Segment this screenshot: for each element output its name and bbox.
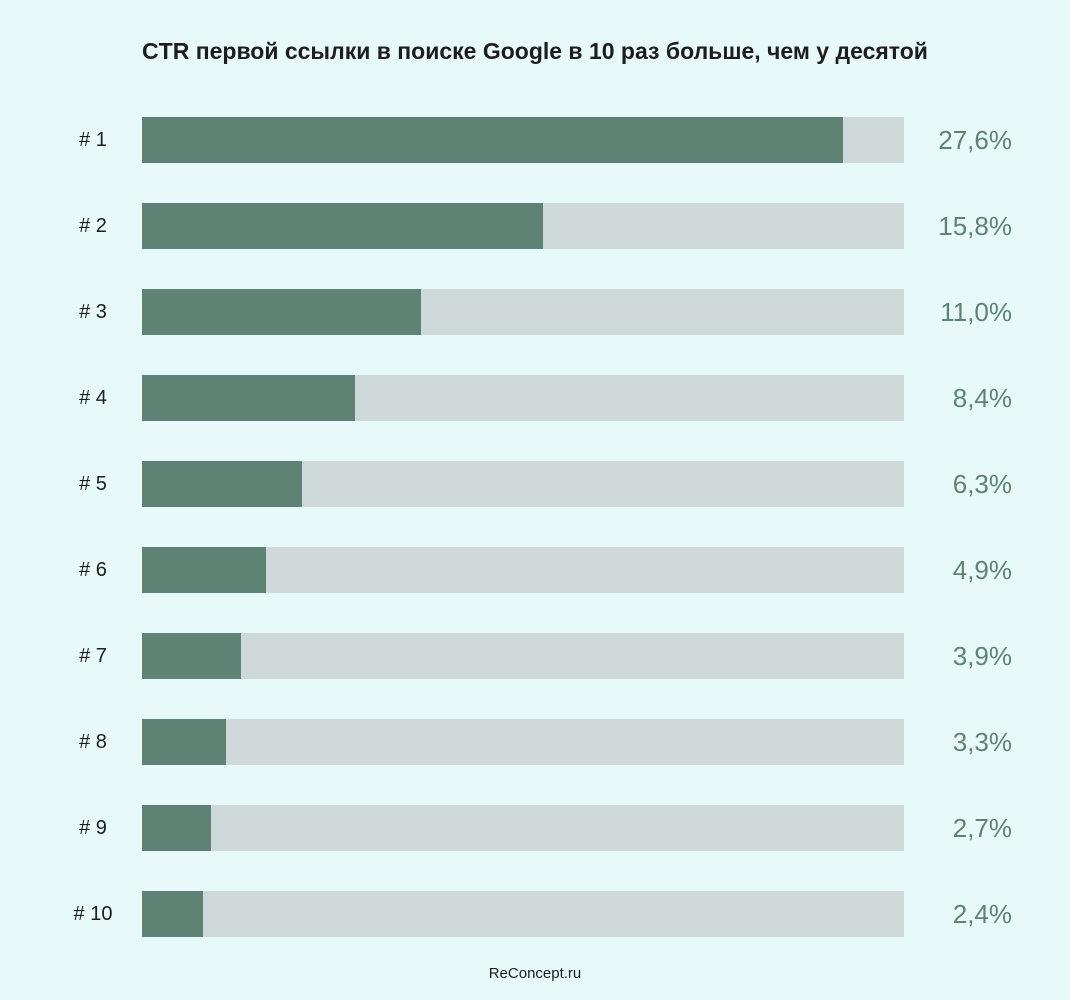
bar-row: # 7 3,9%: [58, 633, 1012, 679]
bar-fill: [142, 289, 421, 335]
rank-label: # 6: [58, 559, 128, 582]
value-label: 4,9%: [922, 555, 1012, 586]
rank-label: # 3: [58, 301, 128, 324]
bar-track: [142, 633, 904, 679]
bar-fill: [142, 633, 241, 679]
bar-fill: [142, 719, 226, 765]
value-label: 11,0%: [922, 297, 1012, 328]
value-label: 3,9%: [922, 641, 1012, 672]
rank-label: # 9: [58, 817, 128, 840]
value-label: 15,8%: [922, 211, 1012, 242]
bar-row: # 8 3,3%: [58, 719, 1012, 765]
bar-fill: [142, 547, 266, 593]
value-label: 6,3%: [922, 469, 1012, 500]
rank-label: # 1: [58, 129, 128, 152]
bar-track: [142, 375, 904, 421]
bar-track: [142, 719, 904, 765]
bar-row: # 10 2,4%: [58, 891, 1012, 937]
bar-track: [142, 203, 904, 249]
bar-fill: [142, 805, 211, 851]
bar-fill: [142, 117, 843, 163]
bar-track: [142, 805, 904, 851]
bar-fill: [142, 461, 302, 507]
bar-track: [142, 461, 904, 507]
chart-footer: ReConcept.ru: [48, 965, 1022, 982]
bar-row: # 6 4,9%: [58, 547, 1012, 593]
bar-track: [142, 289, 904, 335]
bar-track: [142, 891, 904, 937]
bar-row: # 3 11,0%: [58, 289, 1012, 335]
bar-row: # 9 2,7%: [58, 805, 1012, 851]
ctr-bar-chart: # 127,6%# 215,8%# 311,0%# 48,4%# 56,3%# …: [48, 117, 1022, 937]
rank-label: # 4: [58, 387, 128, 410]
bar-row: # 2 15,8%: [58, 203, 1012, 249]
value-label: 2,4%: [922, 899, 1012, 930]
bar-track: [142, 117, 904, 163]
value-label: 2,7%: [922, 813, 1012, 844]
bar-row: # 1 27,6%: [58, 117, 1012, 163]
rank-label: # 2: [58, 215, 128, 238]
bar-row: # 4 8,4%: [58, 375, 1012, 421]
value-label: 8,4%: [922, 383, 1012, 414]
value-label: 27,6%: [922, 125, 1012, 156]
bar-fill: [142, 203, 543, 249]
bar-fill: [142, 891, 203, 937]
bar-fill: [142, 375, 355, 421]
bar-row: # 5 6,3%: [58, 461, 1012, 507]
value-label: 3,3%: [922, 727, 1012, 758]
rank-label: # 7: [58, 645, 128, 668]
chart-container: CTR первой ссылки в поиске Google в 10 р…: [0, 0, 1070, 1000]
rank-label: # 8: [58, 731, 128, 754]
rank-label: # 10: [58, 903, 128, 926]
rank-label: # 5: [58, 473, 128, 496]
bar-track: [142, 547, 904, 593]
chart-title: CTR первой ссылки в поиске Google в 10 р…: [48, 38, 1022, 65]
